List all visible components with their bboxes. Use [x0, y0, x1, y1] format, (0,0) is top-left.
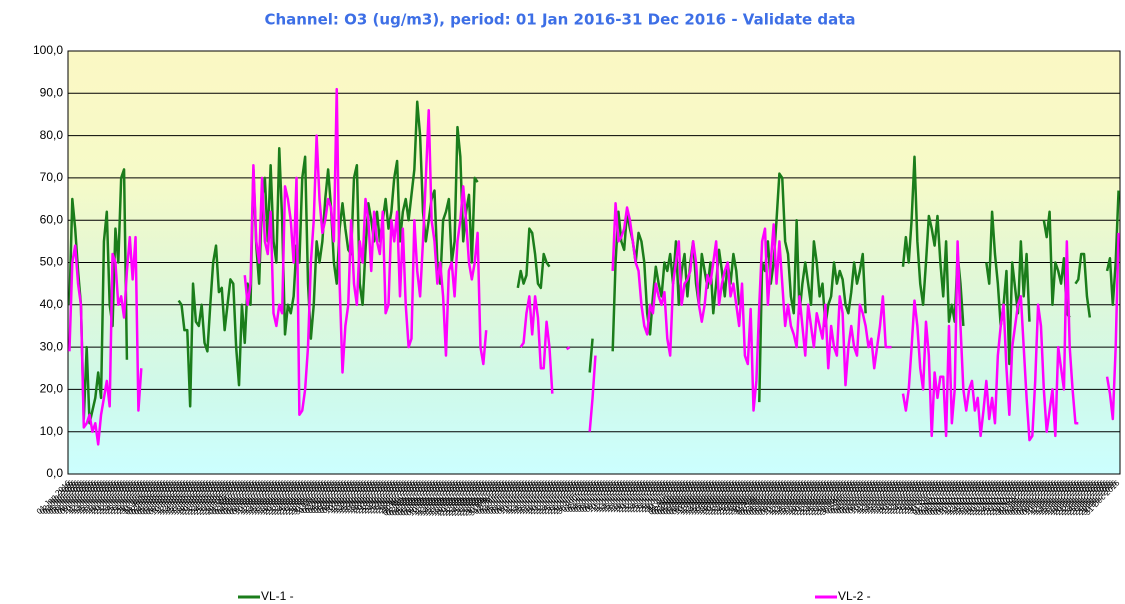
legend-label: VL-1 -: [261, 589, 294, 603]
y-tick-label: 30,0: [40, 339, 64, 353]
y-tick-label: 0,0: [46, 466, 63, 480]
plot-border: [67, 50, 1121, 475]
y-tick-label: 50,0: [40, 255, 64, 269]
y-tick-label: 10,0: [40, 424, 64, 438]
y-tick-label: 100,0: [33, 43, 63, 57]
series-line: [68, 87, 1120, 446]
y-tick-label: 40,0: [40, 297, 64, 311]
chart-title: Channel: O3 (ug/m3), period: 01 Jan 2016…: [264, 11, 855, 29]
y-tick-label: 90,0: [40, 85, 64, 99]
series-line: [68, 100, 1120, 425]
y-tick-label: 70,0: [40, 170, 64, 184]
y-tick-label: 60,0: [40, 212, 64, 226]
y-tick-label: 20,0: [40, 382, 64, 396]
legend-label: VL-2 -: [838, 589, 871, 603]
y-tick-label: 80,0: [40, 128, 64, 142]
